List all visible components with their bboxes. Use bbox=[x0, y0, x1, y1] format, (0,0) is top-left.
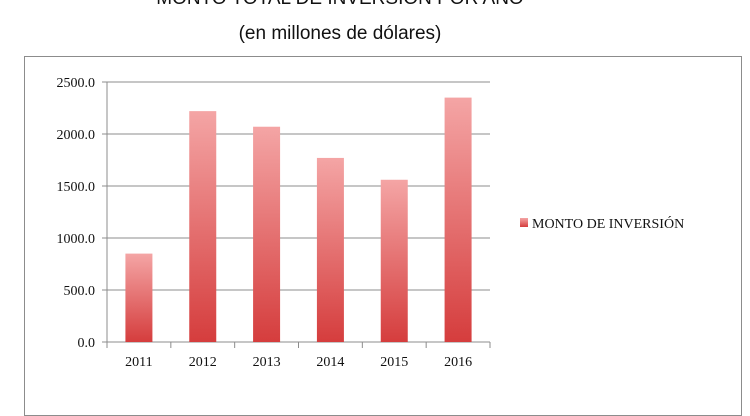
y-axis-tick-label: 2000.0 bbox=[57, 128, 96, 143]
x-axis-category-labels: 2011 2012 2013 2014 2015 2016 bbox=[125, 355, 472, 370]
bars bbox=[125, 97, 472, 343]
y-axis-tick-label: 500.0 bbox=[64, 284, 96, 299]
bar-2013 bbox=[253, 126, 281, 342]
y-axis-tick-labels: 0.0 500.0 1000.0 1500.0 2000.0 2500.0 bbox=[57, 76, 96, 351]
x-axis-category-label: 2012 bbox=[189, 355, 217, 370]
bar-2011 bbox=[125, 253, 153, 342]
x-axis-category-label: 2014 bbox=[316, 355, 344, 370]
legend: MONTO DE INVERSIÓN bbox=[520, 215, 684, 232]
x-axis-category-label: 2013 bbox=[253, 355, 281, 370]
y-axis-tick-label: 2500.0 bbox=[57, 76, 96, 91]
legend-label: MONTO DE INVERSIÓN bbox=[532, 215, 684, 232]
legend-swatch bbox=[520, 218, 528, 227]
bar-2015 bbox=[380, 179, 408, 342]
gridlines bbox=[102, 81, 490, 343]
x-axis-category-label: 2016 bbox=[444, 355, 472, 370]
chart-subtitle: (en millones de dólares) bbox=[238, 23, 442, 44]
y-axis-tick-label: 1000.0 bbox=[57, 232, 96, 247]
bar-2012 bbox=[189, 111, 217, 343]
x-axis bbox=[106, 82, 491, 348]
bar-2016 bbox=[444, 97, 472, 342]
y-axis-tick-label: 0.0 bbox=[78, 336, 96, 351]
bar-2014 bbox=[316, 157, 344, 342]
x-axis-category-label: 2015 bbox=[380, 355, 408, 370]
y-axis-tick-label: 1500.0 bbox=[57, 180, 96, 195]
chart-title: MONTO TOTAL DE INVERSIÓN POR AÑO bbox=[0, 0, 680, 10]
x-axis-category-label: 2011 bbox=[125, 355, 152, 370]
